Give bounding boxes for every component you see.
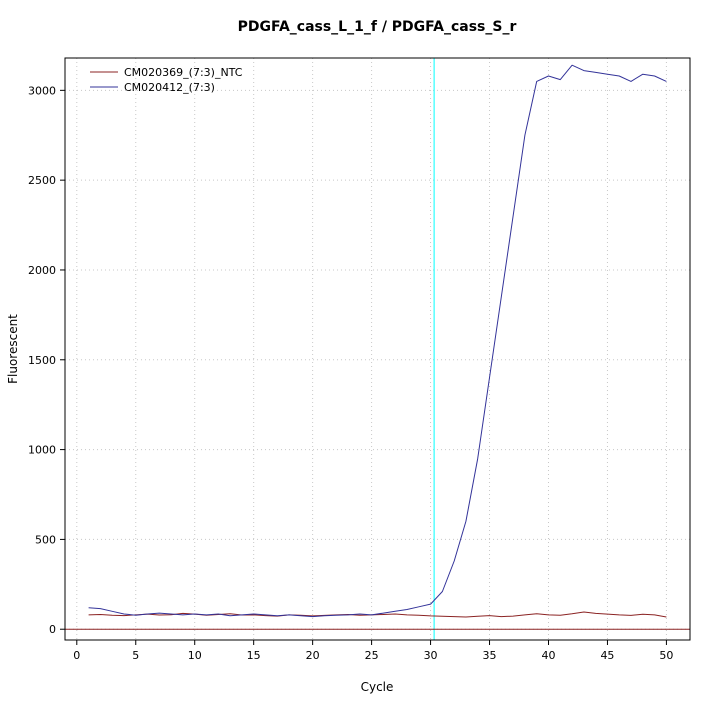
series-line-1 — [88, 64, 667, 618]
chart-title: PDGFA_cass_L_1_f / PDGFA_cass_S_r — [238, 19, 517, 35]
x-axis-tick-label: 20 — [306, 649, 320, 662]
legend: CM020369_(7:3)_NTC CM020412_(7:3) — [90, 66, 243, 94]
x-axis-tick-label: 0 — [73, 649, 80, 662]
x-axis-tick-label: 30 — [424, 649, 438, 662]
y-axis-tick-label: 3000 — [28, 84, 56, 97]
x-axis-label: Cycle — [361, 680, 394, 694]
series-line-0 — [88, 611, 667, 618]
x-axis-tick-label: 15 — [247, 649, 261, 662]
y-axis-label: Fluorescent — [6, 314, 20, 384]
x-axis-tick-label: 10 — [188, 649, 202, 662]
y-axis-tick-label: 0 — [49, 623, 56, 636]
x-axis-tick-label: 25 — [365, 649, 379, 662]
y-axis-tick-label: 1000 — [28, 444, 56, 457]
y-axis-tick-label: 2000 — [28, 264, 56, 277]
y-axis-tick-label: 2500 — [28, 174, 56, 187]
x-axis-tick-label: 45 — [600, 649, 614, 662]
plot-border — [64, 57, 691, 641]
x-axis-tick-label: 50 — [659, 649, 673, 662]
y-axis-tick-label: 1500 — [28, 354, 56, 367]
x-axis-tick-label: 5 — [132, 649, 139, 662]
x-axis-tick-label: 40 — [541, 649, 555, 662]
legend-label-sample: CM020412_(7:3) — [124, 81, 215, 94]
plot-area: 0 5 10 15 20 25 30 35 40 45 5005001000150020002500… — [28, 58, 690, 662]
legend-label-ntc: CM020369_(7:3)_NTC — [124, 66, 243, 79]
x-axis-tick-label: 35 — [483, 649, 497, 662]
y-axis-tick-label: 500 — [35, 533, 56, 546]
